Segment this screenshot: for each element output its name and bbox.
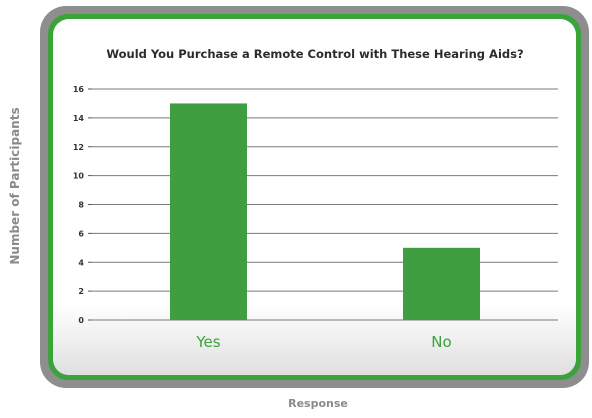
x-axis-label: Response: [288, 397, 348, 410]
y-tick-label: 12: [73, 143, 84, 152]
y-tick-label: 16: [73, 85, 85, 94]
x-tick-label: No: [431, 333, 451, 351]
y-tick-label: 14: [73, 114, 85, 123]
y-tick-label: 2: [78, 287, 84, 296]
y-tick-label: 8: [78, 201, 84, 210]
chart-title: Would You Purchase a Remote Control with…: [106, 47, 524, 61]
chart-panel-shade: [53, 19, 576, 375]
y-tick-label: 10: [73, 172, 85, 181]
y-tick-label: 4: [78, 258, 84, 267]
y-tick-label: 6: [78, 229, 84, 238]
bar-yes: [170, 103, 247, 320]
x-tick-label: Yes: [195, 333, 220, 351]
y-tick-label: 0: [78, 316, 84, 325]
bar-no: [403, 247, 480, 320]
